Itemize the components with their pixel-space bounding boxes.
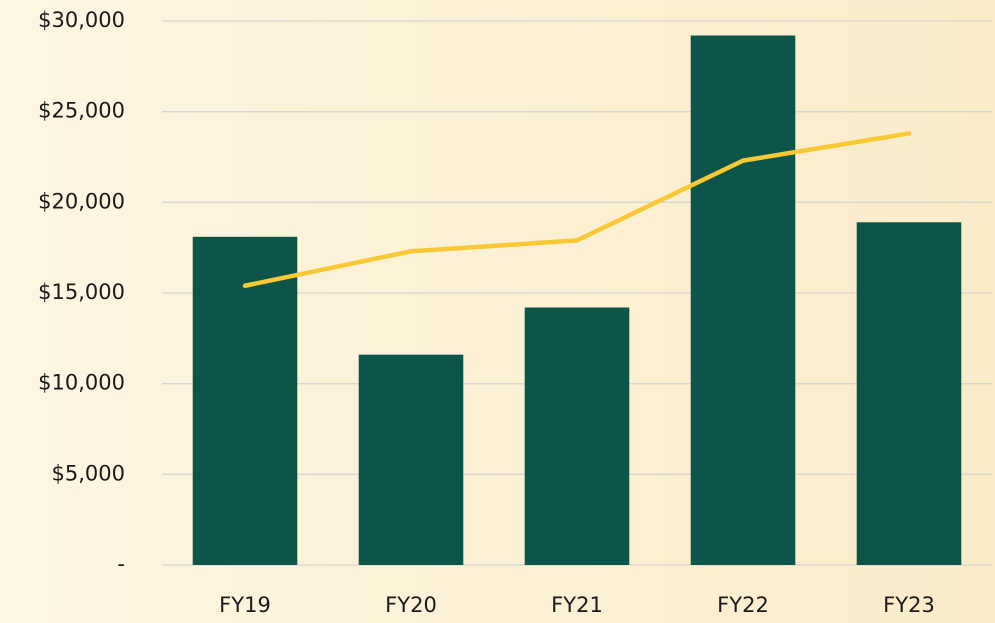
y-tick-label: - (117, 552, 125, 576)
line (242, 131, 912, 288)
x-tick-label: FY21 (551, 593, 603, 617)
y-tick-label: $25,000 (38, 99, 125, 123)
y-tick-label: $30,000 (38, 8, 125, 32)
bar (192, 236, 298, 565)
y-tick-label: $20,000 (38, 189, 125, 213)
bar (358, 354, 464, 565)
y-tick-label: $10,000 (38, 371, 125, 395)
bar (690, 35, 796, 566)
bar (856, 222, 962, 565)
y-tick-label: $5,000 (52, 461, 125, 485)
x-tick-label: FY23 (883, 593, 935, 617)
x-tick-label: FY20 (385, 593, 437, 617)
bar (524, 307, 630, 565)
y-tick-label: $15,000 (38, 280, 125, 304)
x-tick-label: FY19 (219, 593, 271, 617)
x-tick-label: FY22 (717, 593, 769, 617)
